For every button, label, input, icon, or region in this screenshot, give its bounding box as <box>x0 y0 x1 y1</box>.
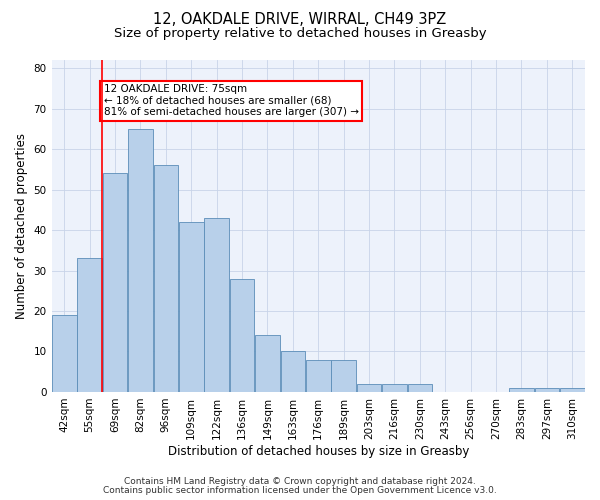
Text: Size of property relative to detached houses in Greasby: Size of property relative to detached ho… <box>113 28 487 40</box>
Bar <box>331 360 356 392</box>
Text: 12, OAKDALE DRIVE, WIRRAL, CH49 3PZ: 12, OAKDALE DRIVE, WIRRAL, CH49 3PZ <box>154 12 446 28</box>
Bar <box>179 222 203 392</box>
Bar <box>103 174 127 392</box>
Bar <box>128 129 153 392</box>
Bar <box>560 388 584 392</box>
X-axis label: Distribution of detached houses by size in Greasby: Distribution of detached houses by size … <box>167 444 469 458</box>
Y-axis label: Number of detached properties: Number of detached properties <box>15 133 28 319</box>
Text: Contains public sector information licensed under the Open Government Licence v3: Contains public sector information licen… <box>103 486 497 495</box>
Bar <box>281 352 305 392</box>
Text: 12 OAKDALE DRIVE: 75sqm
← 18% of detached houses are smaller (68)
81% of semi-de: 12 OAKDALE DRIVE: 75sqm ← 18% of detache… <box>104 84 359 117</box>
Bar <box>509 388 534 392</box>
Bar <box>407 384 432 392</box>
Bar <box>77 258 102 392</box>
Bar <box>357 384 382 392</box>
Bar <box>230 278 254 392</box>
Bar <box>205 218 229 392</box>
Bar <box>154 166 178 392</box>
Bar <box>52 315 77 392</box>
Bar <box>306 360 331 392</box>
Bar <box>255 336 280 392</box>
Bar <box>382 384 407 392</box>
Bar <box>535 388 559 392</box>
Text: Contains HM Land Registry data © Crown copyright and database right 2024.: Contains HM Land Registry data © Crown c… <box>124 477 476 486</box>
